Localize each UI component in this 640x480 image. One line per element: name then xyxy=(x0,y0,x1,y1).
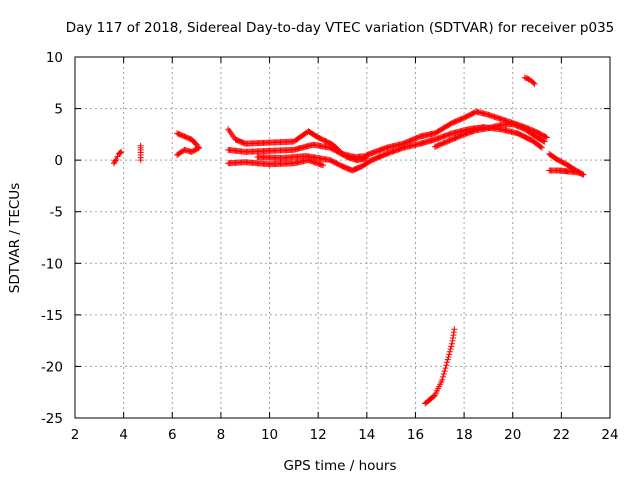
x-tick-labels: 2 4 6 8 10 12 14 16 18 20 22 24 xyxy=(71,427,619,443)
data-point xyxy=(540,137,547,144)
data-point xyxy=(112,157,119,164)
data-point xyxy=(446,351,453,358)
data-point xyxy=(446,348,453,355)
y-tick-labels: 10 5 0 -5 -10 -15 -20 -25 xyxy=(41,50,63,427)
data-point xyxy=(542,133,549,140)
y-tick-label: -10 xyxy=(41,256,63,272)
grid-lines xyxy=(75,57,610,418)
data-point xyxy=(543,134,550,141)
series-arc-12 xyxy=(521,74,538,87)
data-point xyxy=(537,143,544,150)
series-arc-4 xyxy=(174,144,203,158)
data-point xyxy=(439,376,446,383)
data-point xyxy=(441,368,448,375)
data-point xyxy=(113,156,120,163)
data-point xyxy=(451,326,458,333)
x-tick-label: 2 xyxy=(71,427,80,443)
y-tick-label: -5 xyxy=(50,205,63,221)
x-tick-label: 8 xyxy=(217,427,226,443)
data-point xyxy=(447,346,454,353)
data-point xyxy=(444,356,451,363)
series-arc-11 xyxy=(422,326,458,407)
data-points xyxy=(110,74,587,407)
y-axis-label: SDTVAR / TECUs xyxy=(7,183,23,293)
x-tick-label: 18 xyxy=(455,427,472,443)
data-point xyxy=(580,171,587,178)
chart-title: Day 117 of 2018, Sidereal Day-to-day VTE… xyxy=(66,20,615,36)
data-point xyxy=(448,343,455,350)
x-tick-label: 20 xyxy=(504,427,521,443)
data-point xyxy=(530,79,537,86)
data-point xyxy=(440,373,447,380)
data-point xyxy=(445,353,452,360)
series-arc-9 xyxy=(363,108,550,158)
x-tick-label: 10 xyxy=(261,427,278,443)
data-point xyxy=(579,171,586,178)
data-point xyxy=(440,370,447,377)
data-point xyxy=(137,142,144,149)
x-tick-label: 12 xyxy=(310,427,327,443)
y-tick-label: 0 xyxy=(54,153,63,169)
series-arc-10 xyxy=(431,121,548,150)
plot-frame xyxy=(74,56,611,419)
y-tick-label: 5 xyxy=(54,102,63,118)
axis-ticks xyxy=(74,56,611,419)
y-tick-label: -20 xyxy=(41,359,63,375)
data-point xyxy=(194,145,201,152)
x-tick-label: 4 xyxy=(119,427,128,443)
x-tick-label: 6 xyxy=(168,427,177,443)
x-tick-label: 14 xyxy=(358,427,375,443)
data-point xyxy=(531,80,538,87)
data-point xyxy=(442,365,449,372)
x-tick-label: 24 xyxy=(601,427,618,443)
series-arc-2 xyxy=(137,142,144,164)
data-point xyxy=(443,362,450,369)
series-arc-13 xyxy=(546,150,587,178)
y-tick-label: 10 xyxy=(46,50,63,66)
series-arc-6 xyxy=(225,141,370,164)
y-tick-label: -15 xyxy=(41,308,63,324)
data-point xyxy=(541,138,548,145)
series-arc-14 xyxy=(546,167,587,178)
x-axis-label: GPS time / hours xyxy=(283,458,396,474)
data-point xyxy=(444,359,451,366)
data-point xyxy=(114,153,121,160)
data-point xyxy=(117,149,124,156)
series-arc-7 xyxy=(225,157,327,169)
data-point xyxy=(538,144,545,151)
data-point xyxy=(430,393,437,400)
series-arc-1 xyxy=(110,148,125,167)
data-point xyxy=(320,162,327,169)
y-tick-label: -25 xyxy=(41,411,63,427)
x-tick-label: 16 xyxy=(407,427,424,443)
data-point xyxy=(196,144,203,151)
x-tick-label: 22 xyxy=(553,427,570,443)
data-point xyxy=(118,148,125,155)
